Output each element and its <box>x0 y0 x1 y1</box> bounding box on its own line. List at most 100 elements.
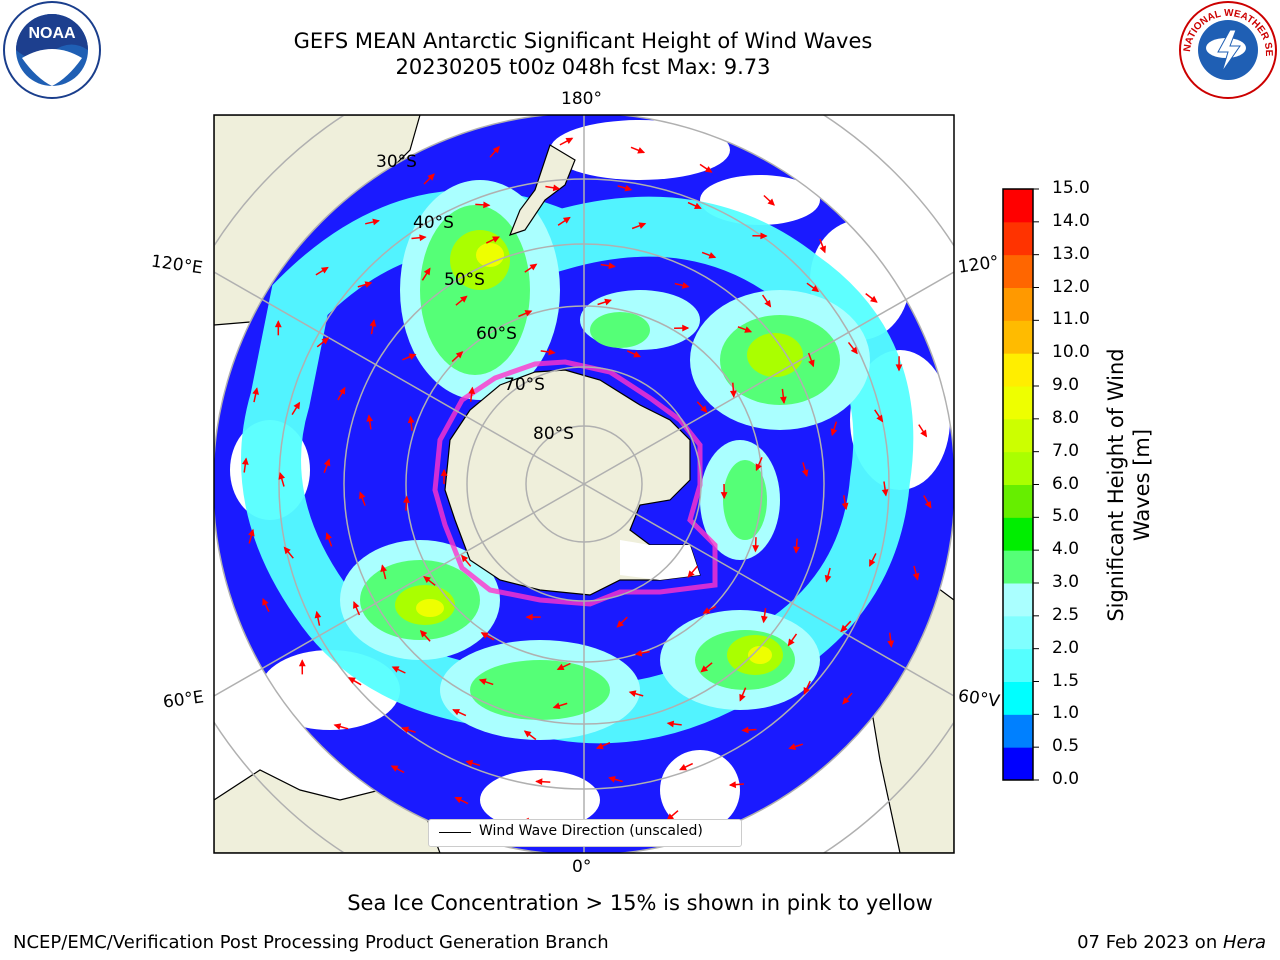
wind-wave-arrow-head <box>811 285 820 293</box>
wind-wave-arrow-head <box>682 324 690 332</box>
wind-wave-arrow-head <box>694 202 702 210</box>
wind-wave-arrow-head <box>876 414 884 423</box>
colorbar-segment <box>1003 386 1033 420</box>
wind-wave-arrow-head <box>824 574 832 583</box>
colorbar-segment <box>1003 418 1033 453</box>
wind-wave-arrow-head <box>390 765 399 772</box>
sea-ice-note: Sea Ice Concentration > 15% is shown in … <box>347 891 933 915</box>
wind-wave-arrow-head <box>423 267 431 276</box>
wind-wave-arrow-head <box>552 184 561 192</box>
wind-wave-arrow-head <box>788 743 797 750</box>
wind-wave-arrow-head <box>419 630 428 638</box>
sea-ice-edge <box>432 359 718 607</box>
wind-wave-arrow-head <box>895 364 903 372</box>
colorbar-tick-label: 5.0 <box>1052 506 1080 527</box>
wind-wave-arrow-head <box>320 266 329 274</box>
colorbar-label-line2: Waves [m] <box>1130 428 1154 542</box>
legend-line-sample <box>439 832 471 833</box>
new-zealand-land <box>508 144 576 236</box>
wind-wave-arrow-head <box>480 632 489 639</box>
colorbar-segment <box>1003 221 1033 256</box>
noaa-logo-text: NOAA <box>28 25 76 42</box>
lat-label-60s: 60°S <box>476 324 517 344</box>
chart-title: GEFS MEAN Antarctic Significant Height o… <box>293 29 873 53</box>
wind-wave-arrow-head <box>634 649 643 657</box>
colorbar-segment <box>1003 353 1033 387</box>
wind-wave-arrow-head <box>830 428 838 437</box>
wind-wave-arrow-head <box>700 665 709 673</box>
wave-band-1-5m <box>241 190 914 744</box>
wind-wave-arrow-head <box>841 502 849 511</box>
wind-wave-arrow-head <box>524 310 533 317</box>
lon-label-0: 0° <box>572 857 592 877</box>
wind-wave-arrow-head <box>403 495 410 503</box>
wind-wave-arrow-head <box>535 778 543 786</box>
wind-wave-arrow-head <box>608 775 616 783</box>
colorbar-segment <box>1003 189 1033 223</box>
wind-wave-arrow-head <box>323 458 331 467</box>
wind-wave-arrow-head <box>637 147 646 154</box>
wind-wave-arrow-head <box>801 469 809 478</box>
wind-wave-arrow-head <box>283 546 291 555</box>
wind-wave-arrow-head <box>739 693 746 702</box>
colorbar-tick-label: 11.0 <box>1052 309 1090 330</box>
colorbar <box>1002 188 1039 781</box>
colorbar-tick-label: 8.0 <box>1052 407 1080 428</box>
wind-wave-arrow-head <box>353 601 360 609</box>
wind-wave-arrow-head <box>492 236 500 243</box>
lon-label-180: 180° <box>561 89 602 109</box>
wind-wave-arrow-head <box>595 742 604 750</box>
wind-wave-arrow-head <box>529 263 538 271</box>
wind-wave-arrow-head <box>604 298 612 306</box>
colorbar-label-line1: Significant Height of Wind <box>1104 348 1128 622</box>
wind-wave-arrow-head <box>321 337 330 345</box>
wind-wave-arrow-head <box>842 697 850 705</box>
colorbar-segment <box>1003 550 1033 584</box>
wind-wave-arrow-head <box>427 173 435 181</box>
wind-wave-arrow-head <box>523 730 532 738</box>
wind-wave-arrow-head <box>298 659 306 667</box>
lat-label-70s: 70°S <box>504 375 545 395</box>
wind-wave-arrow-head <box>687 570 695 578</box>
wind-wave-arrow-head <box>552 702 561 710</box>
lat-label-50s: 50°S <box>444 270 485 290</box>
legend-label: Wind Wave Direction (unscaled) <box>479 823 703 839</box>
lat-label-30s: 30°S <box>376 152 417 172</box>
map-legend: Wind Wave Direction (unscaled) <box>428 819 742 847</box>
colorbar-tick-label: 10.0 <box>1052 342 1090 363</box>
colorbar-segment <box>1003 648 1033 682</box>
wind-wave-arrow-head <box>408 353 417 360</box>
wind-wave-arrow-head <box>478 678 487 686</box>
colorbar-segment <box>1003 287 1033 321</box>
wind-wave-arrow-head <box>708 252 717 259</box>
wind-wave-arrow-head <box>248 528 255 537</box>
wind-wave-arrow-head <box>755 463 762 472</box>
wind-wave-arrow-head <box>779 396 787 404</box>
wind-wave-arrow-head <box>348 677 356 684</box>
colorbar-tick-label: 2.0 <box>1052 637 1080 658</box>
wind-wave-arrow-head <box>562 216 571 224</box>
colorbar-segment <box>1003 615 1033 650</box>
colorbar-tick-label: 4.0 <box>1052 539 1080 560</box>
wind-wave-arrow-head <box>241 457 249 465</box>
wind-wave-arrow-head <box>924 500 932 509</box>
wind-wave-arrow-head <box>391 666 400 673</box>
wind-wave-arrow-head <box>483 201 491 209</box>
footer-machine: Hera <box>1222 932 1266 953</box>
wind-wave-arrow-head <box>767 198 775 206</box>
colorbar-tick-label: 0.0 <box>1052 769 1080 789</box>
colorbar-segment <box>1003 320 1033 354</box>
map-frame <box>213 114 955 854</box>
colorbar-tick-label: 2.5 <box>1052 604 1080 625</box>
wind-wave-arrow-head <box>608 262 616 270</box>
wind-wave-arrow-head <box>565 137 574 145</box>
colorbar-segment <box>1003 484 1033 518</box>
wind-wave-arrow-head <box>840 624 848 633</box>
colorbar-segment <box>1003 517 1033 551</box>
colorbar-segment <box>1003 583 1033 617</box>
wind-wave-arrow-head <box>380 564 387 573</box>
wind-wave-arrow-head <box>741 726 749 734</box>
colorbar-segment <box>1003 451 1033 485</box>
wind-wave-arrow-head <box>325 532 332 541</box>
